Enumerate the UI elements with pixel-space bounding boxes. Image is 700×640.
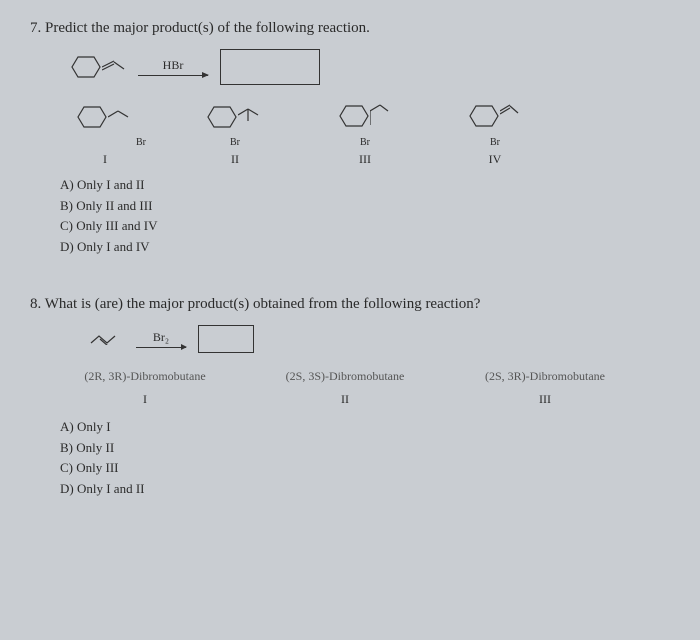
- cyclohexane-icon: [206, 103, 238, 131]
- option-2: Br II: [190, 103, 280, 167]
- opt-num: III: [539, 392, 551, 407]
- opt-num: II: [231, 152, 239, 167]
- br-label: Br: [490, 137, 500, 148]
- compound-name: (2R, 3R)-Dibromobutane: [84, 369, 205, 384]
- answer-box[interactable]: [198, 325, 254, 353]
- q8-reaction: Br₂: [90, 325, 670, 353]
- cyclohexane-icon: [468, 102, 500, 130]
- br-label: Br: [136, 137, 146, 148]
- q7-reaction: HBr: [70, 49, 670, 85]
- opt-num: I: [103, 152, 107, 167]
- q7-options: Br I Br II Br III Br IV: [60, 101, 670, 167]
- opt-num: I: [143, 392, 147, 407]
- q8-options: (2R, 3R)-Dibromobutane I (2S, 3S)-Dibrom…: [60, 369, 670, 407]
- option-4: Br IV: [450, 101, 540, 167]
- br-tail-icon: [108, 105, 134, 129]
- choice-c[interactable]: C) Only III and IV: [60, 216, 670, 236]
- br-label: Br: [360, 137, 370, 148]
- q8-choices: A) Only I B) Only II C) Only III D) Only…: [60, 417, 670, 498]
- arrow-icon: [138, 75, 208, 76]
- cyclohexane-icon: [70, 53, 102, 81]
- cyclohexane-icon: [338, 102, 370, 130]
- struct-4: [468, 101, 522, 131]
- br-tail-icon: [500, 101, 522, 131]
- q8-option-1: (2R, 3R)-Dibromobutane I: [60, 369, 230, 407]
- opt-num: IV: [489, 152, 502, 167]
- br-tail-icon: [370, 101, 392, 131]
- q8-title: 8. What is (are) the major product(s) ob…: [30, 296, 670, 313]
- choice-a[interactable]: A) Only I and II: [60, 175, 670, 195]
- choice-b[interactable]: B) Only II and III: [60, 196, 670, 216]
- arrow-icon: [136, 347, 186, 348]
- q8-option-2: (2S, 3S)-Dibromobutane II: [260, 369, 430, 407]
- opt-num: III: [359, 152, 371, 167]
- answer-box[interactable]: [220, 49, 320, 85]
- q8-option-3: (2S, 3R)-Dibromobutane III: [460, 369, 630, 407]
- br-label: Br: [230, 137, 240, 148]
- reaction-arrow: Br₂: [136, 330, 186, 348]
- reagent-label: HBr: [163, 58, 184, 73]
- struct-3: [338, 101, 392, 131]
- compound-name: (2S, 3S)-Dibromobutane: [286, 369, 405, 384]
- choice-d[interactable]: D) Only I and II: [60, 479, 670, 499]
- butene-icon: [90, 333, 124, 345]
- option-1: Br I: [60, 103, 150, 167]
- reaction-arrow: HBr: [138, 58, 208, 76]
- choice-a[interactable]: A) Only I: [60, 417, 670, 437]
- br-tail-icon: [238, 103, 264, 131]
- cyclohexane-icon: [76, 103, 108, 131]
- alkene-tail-icon: [102, 57, 126, 77]
- choice-b[interactable]: B) Only II: [60, 438, 670, 458]
- question-7: 7. Predict the major product(s) of the f…: [30, 20, 670, 256]
- q7-choices: A) Only I and II B) Only II and III C) O…: [60, 175, 670, 256]
- choice-d[interactable]: D) Only I and IV: [60, 237, 670, 257]
- struct-2: [206, 103, 264, 131]
- opt-num: II: [341, 392, 349, 407]
- starting-material: [70, 53, 126, 81]
- question-8: 8. What is (are) the major product(s) ob…: [30, 296, 670, 498]
- reagent-label: Br₂: [153, 330, 169, 345]
- option-3: Br III: [320, 101, 410, 167]
- struct-1: [76, 103, 134, 131]
- q7-title: 7. Predict the major product(s) of the f…: [30, 20, 670, 37]
- compound-name: (2S, 3R)-Dibromobutane: [485, 369, 605, 384]
- choice-c[interactable]: C) Only III: [60, 458, 670, 478]
